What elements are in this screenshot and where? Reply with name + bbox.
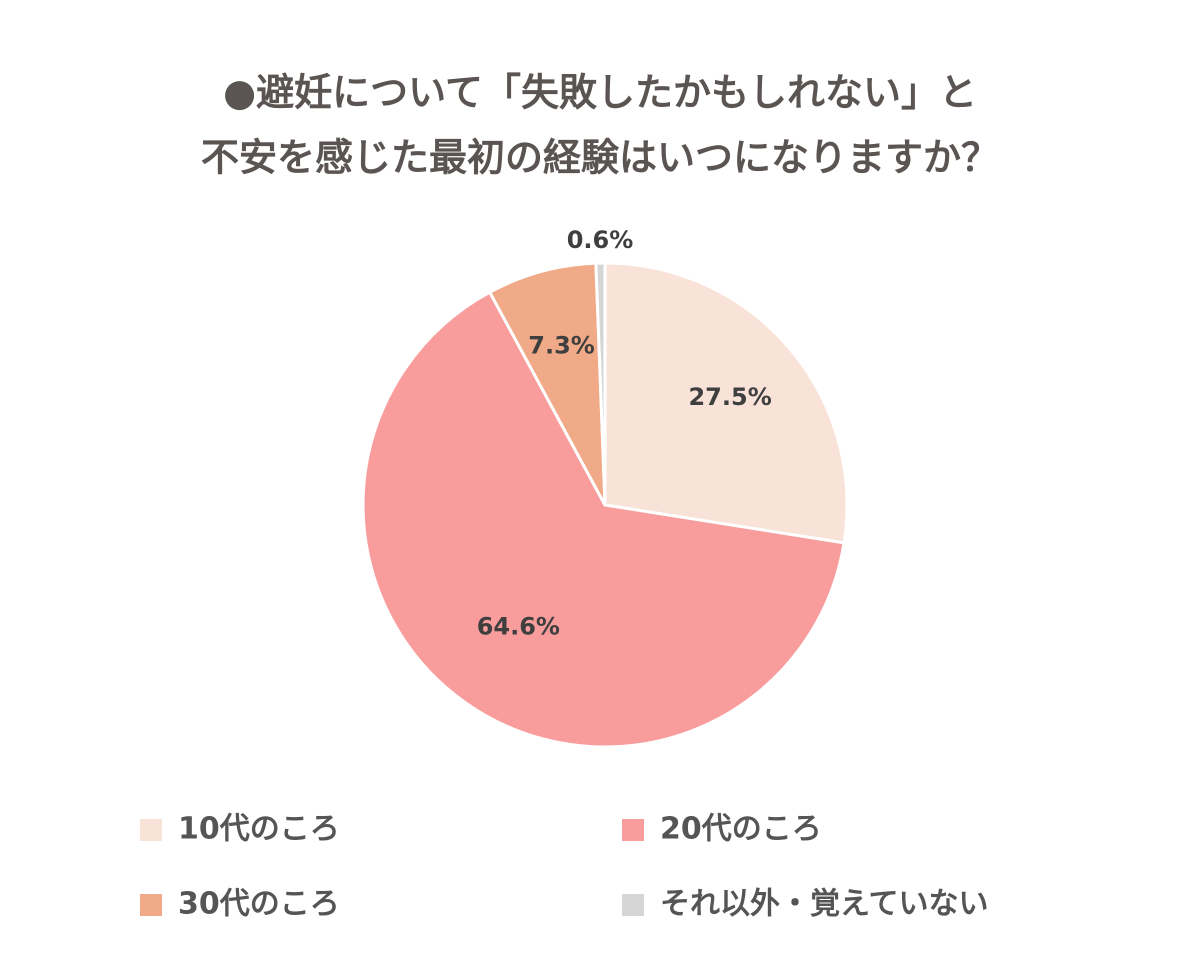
legend-label: 20代のころ (660, 812, 822, 847)
legend-label: それ以外・覚えていない (660, 887, 989, 922)
legend-swatch (140, 819, 162, 841)
legend-swatch (622, 894, 644, 916)
pie-slice (594, 261, 607, 506)
value-label: 0.6% (567, 226, 634, 254)
chart-title: 不安を感じた最初の経験はいつになりますか？ (201, 136, 999, 180)
value-label: 64.6% (477, 612, 560, 640)
pie-slice (361, 290, 846, 749)
chart-title: ●避妊について「失敗したかもしれない」と (223, 71, 977, 115)
legend-swatch (140, 894, 162, 916)
value-label: 27.5% (688, 383, 771, 411)
legend-label: 30代のころ (178, 887, 340, 922)
legend-label: 10代のころ (178, 812, 340, 847)
value-label: 7.3% (528, 331, 595, 359)
pie-slice (487, 261, 607, 506)
legend-swatch (622, 819, 644, 841)
pie-slice (603, 261, 849, 545)
